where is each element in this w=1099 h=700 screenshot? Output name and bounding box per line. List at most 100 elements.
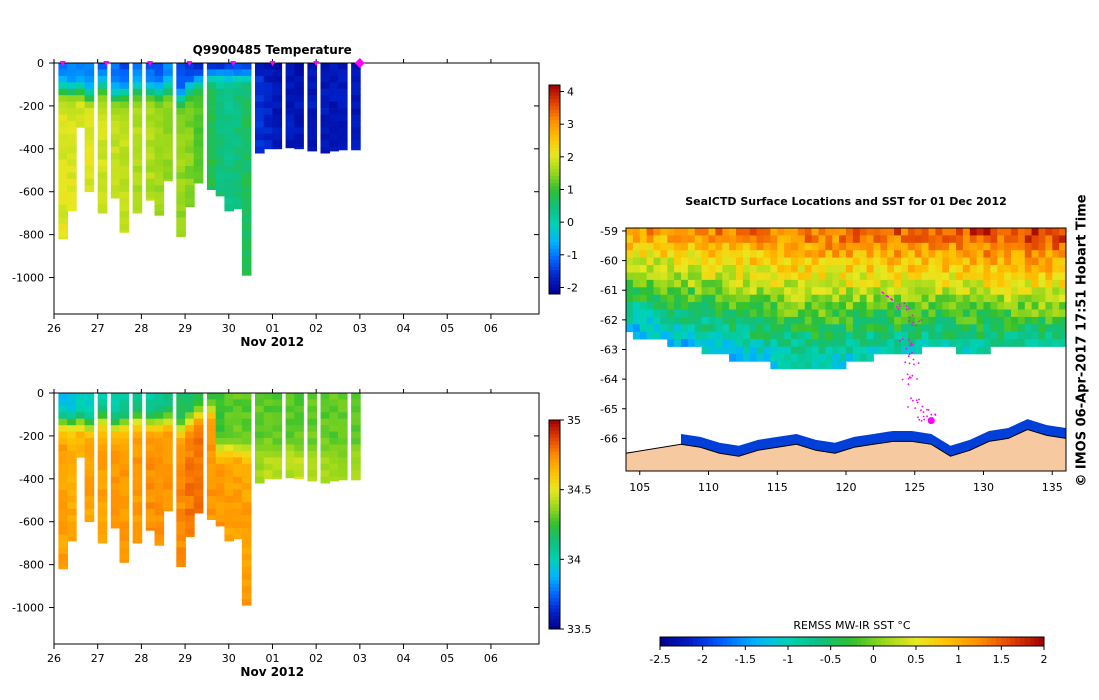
temperature-section-cell [110,159,121,167]
temperature-section-cell [97,172,108,180]
sst-map-cell [880,331,888,340]
sst-map-cell [901,242,909,251]
sst-map-cell [1031,302,1039,310]
salinity-section-cell [132,418,143,426]
temperature-section-cell [263,82,274,90]
sst-map-cell [687,265,696,273]
salinity-section-cell [58,450,68,458]
sst-map-cell [887,235,895,244]
sst-map-cell [990,228,998,236]
salinity-section-cell [338,457,348,465]
salinity-section-colorbar-swatch [549,489,560,494]
temperature-section-xtick-label: 02 [309,322,323,335]
salinity-section-cell [145,450,156,458]
salinity-section-colorbar-swatch [549,604,560,609]
sst-map-cell [825,242,833,251]
sst-map-cell [935,257,943,266]
temperature-section-colorbar-swatch [549,189,560,194]
sst-map-cell [715,294,723,303]
salinity-section-cell [75,412,86,420]
sst-map-cell [777,287,785,296]
salinity-section-cell [75,425,86,432]
temperature-section-cell [97,63,108,70]
sst-map-cell [928,228,936,236]
salinity-section-cell [84,393,95,400]
sst-map-cell [928,294,936,303]
salinity-section-cell [285,405,296,413]
sst-map-cell [818,302,826,310]
temperature-section-cell [145,166,156,173]
sst-map-cell [956,257,964,266]
temperature-section-cell [285,127,296,135]
sst-colorbar-swatch [986,637,992,646]
salinity-section-cell [320,463,331,471]
sst-map-cell [736,309,744,318]
sst-map-cell [976,339,984,347]
salinity-section-cell [145,438,156,445]
sst-map-cell [777,302,785,310]
salinity-section-cell [119,489,130,497]
sst-map-cell [736,302,744,310]
sst-map-cell [873,235,881,244]
temperature-section-cell [58,159,68,167]
temperature-section-cell [193,153,204,160]
salinity-section-cell [154,425,165,432]
sst-map-cell [756,294,764,303]
temperature-section-colorbar-swatch [549,287,560,291]
salinity-section-cell [58,438,68,445]
temperature-section-cell [241,133,252,141]
sst-map-cell [804,302,813,310]
temperature-section-cell [272,108,283,115]
salinity-section-cell [132,521,143,529]
temperature-section-cell [154,191,165,199]
temperature-section-cell [285,108,296,115]
temperature-section-cell [132,140,143,147]
sst-map-cell [674,324,682,333]
sst-map-cell [846,235,854,244]
temperature-section-cell [154,63,165,70]
salinity-section-cell [215,463,226,471]
sst-map-cell [1031,279,1039,288]
salinity-section-cell [58,541,68,548]
sst-map-cell [770,294,778,303]
salinity-section-cell [154,450,165,458]
sst-map-cell [976,316,984,325]
sst-map-cell [639,242,648,251]
sst-map-cell [763,242,771,251]
temperature-section-cell [154,211,165,216]
sst-map-cell [715,228,723,236]
temperature-section-cell [110,185,121,193]
sst-map-cell [969,279,978,288]
temperature-section-cell [263,133,274,141]
sst-map-cell [962,257,971,266]
temperature-section-cell [58,108,68,115]
sst-map-cell [914,331,923,340]
sst-map-cell [811,235,819,244]
sst-map-cell [749,235,758,244]
salinity-section-cell [145,515,156,523]
sst-map-cell [681,235,689,244]
salinity-section-cell [206,393,217,400]
temperature-section-cell [272,114,283,122]
temperature-section-cell [285,101,296,109]
sst-map-cell [825,316,833,325]
sst-colorbar-swatch [1039,637,1045,646]
temperature-section-cell [272,146,283,150]
sst-map-cell [880,228,888,236]
sst-map-cell [962,235,971,244]
sst-map-cell [639,265,648,273]
sst-map-cell [1011,272,1019,281]
sst-colorbar-swatch [1010,637,1016,646]
salinity-section-cell [255,463,265,471]
salinity-section-cell [97,457,108,465]
sst-map-cell [681,279,689,288]
sst-map-cell [639,257,648,266]
sst-map-cell [839,265,847,273]
sst-map-cell [1045,235,1053,244]
salinity-section-cell [119,399,130,407]
salinity-section-cell [97,541,108,544]
sst-map-cell [763,302,771,310]
sst-map-cell [770,287,778,296]
salinity-section-cell [58,476,68,484]
sst-colorbar-label: 1.5 [993,653,1011,666]
